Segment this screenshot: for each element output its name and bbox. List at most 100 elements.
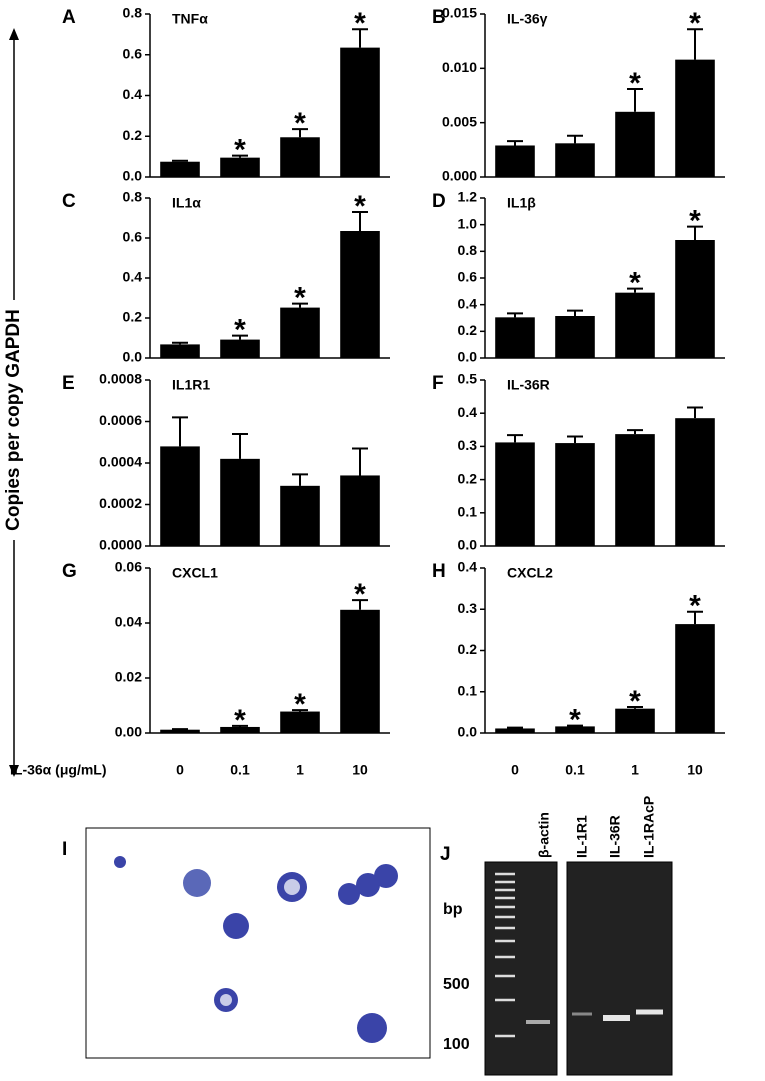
- significance-mark: *: [629, 267, 641, 300]
- chart-title: TNFα: [172, 11, 208, 27]
- panel-letter: F: [432, 373, 444, 394]
- cells: [114, 856, 398, 1043]
- error-bar: [507, 140, 523, 146]
- error-bar: [232, 334, 248, 340]
- significance-mark: *: [234, 314, 246, 347]
- y-tick-label: 0.04: [115, 614, 142, 630]
- y-tick-label: 0.5: [458, 371, 478, 387]
- error-bar: [567, 724, 583, 727]
- bar: [555, 143, 595, 177]
- error-bar: [292, 128, 308, 138]
- bar: [160, 446, 200, 546]
- error-bar: [352, 28, 368, 48]
- y-tick-label: 0.0000: [99, 537, 142, 553]
- significance-mark: *: [689, 590, 701, 623]
- y-label: Copies per copy GAPDH: [3, 309, 24, 531]
- y-tick-label: 0.000: [442, 168, 477, 184]
- y-tick-label: 0.0004: [99, 454, 142, 470]
- significance-mark: *: [354, 190, 366, 223]
- significance-mark: *: [294, 688, 306, 721]
- error-bar: [567, 134, 583, 144]
- bar: [555, 443, 595, 546]
- chart-title: IL1β: [507, 195, 536, 211]
- y-tick-label: 0.6: [458, 269, 478, 285]
- y-tick-label: 0.8: [458, 242, 478, 258]
- y-tick-label: 0.0008: [99, 371, 142, 387]
- lane-label: IL-36R: [607, 815, 623, 858]
- x-tick-label: 0.1: [565, 762, 585, 778]
- y-tick-label: 0.2: [458, 322, 478, 338]
- bar: [160, 344, 200, 358]
- bar: [615, 434, 655, 546]
- error-bar: [352, 447, 368, 476]
- panel-letter: I: [62, 839, 67, 860]
- x-tick-label: 10: [352, 762, 368, 778]
- significance-mark: *: [689, 205, 701, 238]
- error-bar: [687, 406, 703, 419]
- significance-mark: *: [294, 282, 306, 315]
- error-bar: [627, 706, 643, 709]
- significance-mark: *: [569, 703, 581, 736]
- error-bar: [507, 434, 523, 443]
- x-tick-label: 1: [296, 762, 304, 778]
- x-tick-label: 10: [687, 762, 703, 778]
- chart-title: IL-36γ: [507, 11, 548, 27]
- error-bar: [627, 287, 643, 293]
- error-bar: [232, 724, 248, 727]
- y-tick-label: 0.1: [458, 504, 478, 520]
- y-tick-label: 0.4: [458, 404, 478, 420]
- y-tick-label: 0.4: [458, 559, 478, 575]
- y-tick-label: 0.0: [123, 168, 143, 184]
- bar: [340, 231, 380, 358]
- chart-title: IL1α: [172, 195, 201, 211]
- y-tick-label: 0.2: [123, 309, 143, 325]
- bar: [280, 711, 320, 733]
- y-tick-label: 0.0: [458, 724, 478, 740]
- gel-image: [484, 861, 558, 1076]
- x-tick-label: 0: [511, 762, 519, 778]
- y-tick-label: 0.6: [123, 45, 143, 61]
- y-tick-label: 0.005: [442, 113, 477, 129]
- y-tick-label: 0.4: [123, 269, 143, 285]
- chart-title: IL-36R: [507, 377, 550, 393]
- y-tick-label: 0.0: [458, 349, 478, 365]
- x-tick-label: 1: [631, 762, 639, 778]
- y-tick-label: 0.015: [442, 5, 477, 21]
- y-tick-label: 0.8: [123, 189, 143, 205]
- y-tick-label: 0.2: [458, 470, 478, 486]
- bar: [615, 292, 655, 358]
- error-bar: [687, 610, 703, 625]
- bar: [675, 624, 715, 733]
- bar: [495, 317, 535, 358]
- x-tick-label: 0.1: [230, 762, 250, 778]
- y-tick-label: 0.6: [123, 229, 143, 245]
- bar: [495, 145, 535, 177]
- error-bar: [352, 211, 368, 231]
- panel-letter: C: [62, 191, 76, 212]
- y-tick-label: 0.8: [123, 5, 143, 21]
- error-bar: [507, 312, 523, 318]
- bar: [220, 339, 260, 358]
- significance-mark: *: [234, 704, 246, 737]
- error-bar: [627, 429, 643, 435]
- bar: [220, 458, 260, 546]
- bar: [340, 47, 380, 178]
- error-bar: [507, 726, 523, 729]
- bar: [615, 111, 655, 177]
- y-tick-label: 0.3: [458, 437, 478, 453]
- marker-label: 500: [443, 976, 470, 993]
- chart-title: CXCL1: [172, 565, 218, 581]
- y-tick-label: 0.4: [123, 86, 143, 102]
- ladder: [495, 872, 515, 1038]
- unit-label: bp: [443, 901, 463, 918]
- bar: [220, 726, 260, 733]
- error-bar: [352, 599, 368, 610]
- significance-mark: *: [234, 134, 246, 167]
- y-tick-label: 0.00: [115, 724, 142, 740]
- significance-mark: *: [294, 107, 306, 140]
- panel-letter: E: [62, 373, 75, 394]
- y-tick-label: 0.0: [123, 349, 143, 365]
- x-axis-label: IL-36α (μg/mL): [10, 762, 107, 778]
- panel-letter: D: [432, 191, 446, 212]
- panel-letter: H: [432, 561, 446, 582]
